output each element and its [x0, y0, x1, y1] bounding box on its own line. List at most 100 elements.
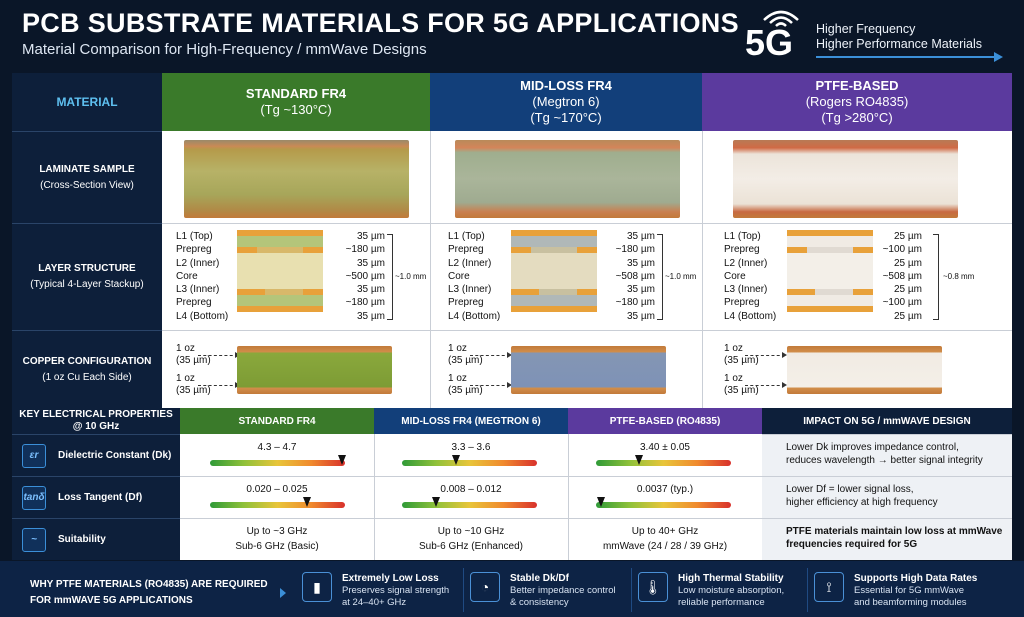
col-mid-loss-fr4: MID-LOSS FR4 (Megtron 6) (Tg ~170°C) [430, 73, 702, 131]
divider [162, 223, 1012, 224]
ep-col-megtron: MID-LOSS FR4 (MEGTRON 6) [374, 408, 568, 434]
layer-name: Prepreg [176, 297, 212, 309]
fr4-copper-sample [237, 346, 392, 394]
copper-oz: 1 oz [448, 343, 467, 354]
col-sub: (Megtron 6) [532, 94, 600, 109]
thickness-value: 35 µm [357, 284, 385, 296]
gauge-marker [452, 455, 460, 465]
layer-name: L1 (Top) [448, 231, 485, 242]
thickness-value: 25 µm [894, 257, 922, 269]
footer-item-low-loss: ▮ Extremely Low Loss Preserves signal stre… [296, 568, 464, 612]
footer-desc: Better impedance control [510, 585, 616, 596]
fr4-copper-top: 1 oz (35 µm) [176, 343, 211, 367]
suit-range: Up to 40+ GHz [631, 526, 699, 537]
layer-name: Core [724, 270, 746, 282]
copper-um: (35 µm) [448, 385, 483, 396]
copper-oz: 1 oz [448, 373, 467, 384]
ep-col-impact: IMPACT ON 5G / mmWAVE DESIGN [762, 408, 1012, 434]
impact-line: PTFE materials maintain low loss at mmWa… [786, 526, 1003, 537]
gauge-bar [210, 460, 345, 466]
divider [430, 131, 431, 408]
row-title: LAMINATE SAMPLE [39, 163, 135, 175]
dk-ptfe: 3.40 ± 0.05 [640, 442, 690, 453]
total-thickness: ~1.0 mm [665, 272, 697, 281]
col-sub: (Rogers RO4835) [805, 94, 909, 109]
material-header: MATERIAL [12, 73, 162, 131]
copper-um: (35 µm) [176, 355, 211, 366]
tan-delta-icon: tanδ [22, 485, 46, 510]
layer-name: L2 (Inner) [448, 257, 492, 269]
megtron-laminate-sample [455, 140, 680, 218]
thickness-value: ~508 µm [615, 270, 655, 282]
megtron-copper-bottom: 1 oz (35 µm) [448, 373, 483, 397]
layer-name: Prepreg [448, 297, 484, 309]
copper-oz: 1 oz [176, 343, 195, 354]
arrow-right-icon [994, 52, 1003, 62]
electrical-title-text: KEY ELECTRICAL PROPERTIES [19, 409, 173, 420]
layer-name: L3 (Inner) [724, 284, 768, 296]
thickness-value: ~100 µm [882, 244, 922, 256]
suit-ptfe: Up to 40+ GHz mmWave (24 / 28 / 39 GHz) [568, 524, 762, 554]
col-tg: (Tg ~170°C) [530, 110, 602, 125]
arrow-right-icon [280, 588, 286, 598]
col-name: MID-LOSS FR4 [520, 78, 612, 93]
total-thickness: ~1.0 mm [395, 272, 427, 281]
col-tg: (Tg >280°C) [821, 110, 893, 125]
ptfe-copper-bottom: 1 oz (35 µm) [724, 373, 759, 397]
col-name: STANDARD FR4 [245, 86, 347, 101]
thickness-value: ~180 µm [615, 297, 655, 309]
row-suitability-label: ~ Suitability [12, 518, 180, 560]
layer-name: L1 (Top) [176, 231, 213, 242]
suit-class: Sub-6 GHz (Enhanced) [419, 541, 523, 552]
copper-um: (35 µm) [448, 355, 483, 366]
thickness-value: ~180 µm [345, 244, 385, 256]
footer-bar [0, 561, 1024, 617]
row-label: Suitability [58, 534, 106, 545]
gauge-bar [596, 460, 731, 466]
tag-frequency: Higher Frequency [816, 22, 916, 36]
arrow-icon [470, 382, 512, 388]
dk-fr4: 4.3 – 4.7 [257, 442, 297, 453]
fr4-layer-names: L1 (Top) Prepreg L2 (Inner) Core L3 (Inner) P… [176, 230, 246, 323]
ptfe-copper-top: 1 oz (35 µm) [724, 343, 759, 367]
divider [180, 476, 762, 477]
suit-class: Sub-6 GHz (Basic) [235, 541, 319, 552]
ptfe-copper-sample [787, 346, 942, 394]
gauge-marker [431, 497, 440, 507]
copper-oz: 1 oz [724, 373, 743, 384]
df-ptfe: 0.0037 (typ.) [636, 484, 694, 495]
page-subtitle: Material Comparison for High-Frequency /… [22, 41, 427, 58]
header-tags: Higher Frequency Higher Performance Mater… [816, 22, 982, 52]
epsilon-icon: εr [22, 443, 46, 468]
ptfe-thickness: 25 µm ~100 µm 25 µm ~508 µm 25 µm ~100 µm 25 µ… [862, 230, 922, 323]
5g-badge: 5G [745, 22, 794, 63]
gauge-marker [303, 497, 312, 507]
why-line: WHY PTFE MATERIALS (RO4835) ARE REQUIRED [30, 579, 268, 590]
footer-title: Supports High Data Rates [854, 573, 978, 584]
waveform-icon: ~ [22, 527, 46, 552]
megtron-copper-top: 1 oz (35 µm) [448, 343, 483, 367]
gauge-bar [210, 502, 345, 508]
thickness-value: ~180 µm [345, 297, 385, 309]
impact-df: Lower Df = lower signal loss, higher effi… [762, 476, 1012, 518]
footer-desc: and beamforming modules [854, 597, 967, 608]
layer-name: L2 (Inner) [176, 257, 220, 269]
copper-oz: 1 oz [176, 373, 195, 384]
col-name: PTFE-BASED [815, 78, 899, 93]
suit-range: Up to ~10 GHz [437, 526, 505, 537]
layer-name: Core [176, 270, 198, 282]
footer-item-data-rates: ⟟ Supports High Data Rates Essential for 5… [808, 568, 1008, 612]
thermometer-icon: 🌡 [638, 572, 668, 602]
copper-um: (35 µm) [176, 385, 211, 396]
gauge-bar [402, 502, 537, 508]
electrical-freq: @ 10 GHz [72, 421, 120, 432]
thickness-value: 35 µm [627, 310, 655, 322]
ep-col-fr4: STANDARD FR4 [180, 408, 374, 434]
row-title: LAYER STRUCTURE [38, 263, 136, 274]
layer-name: L1 (Top) [724, 231, 761, 242]
ptfe-stackup [787, 230, 873, 312]
thickness-value: ~180 µm [615, 244, 655, 256]
thickness-value: 35 µm [627, 257, 655, 269]
layer-name: Core [448, 270, 470, 282]
row-dk-label: εr Dielectric Constant (Dk) [12, 434, 180, 476]
